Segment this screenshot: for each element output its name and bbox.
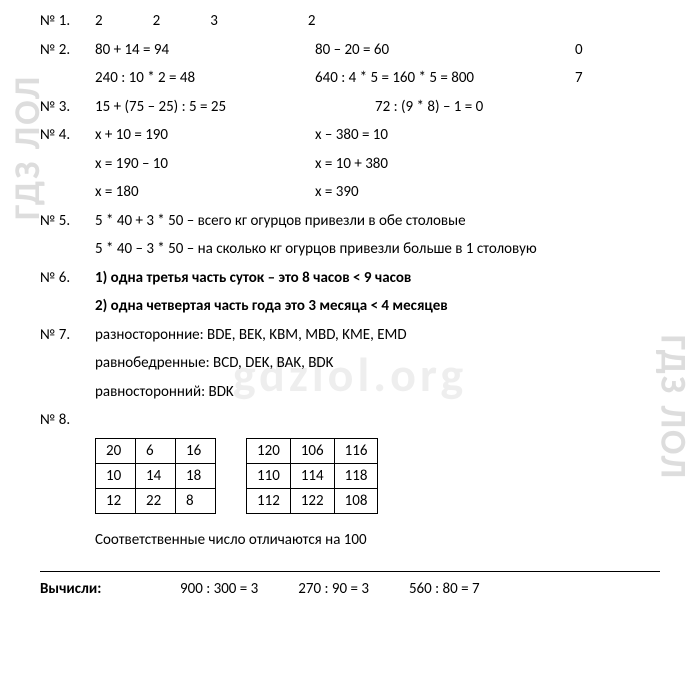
label-1: № 1. [40,10,95,33]
t1-c: 8 [176,488,216,513]
t2-c: 112 [247,488,291,513]
footer-v1: 900 : 300 = 3 [180,580,258,598]
problem-1: № 1. 2 2 3 2 [40,10,660,33]
n6-line2: 2) одна четвертая часть года это 3 месяц… [95,295,448,318]
footer-label: Вычисли: [40,580,140,598]
t1-c: 18 [176,463,216,488]
n7-l2a: равнобедренные: [95,354,213,372]
problem-6-r2: 2) одна четвертая часть года это 3 месяц… [40,295,660,318]
tables-container: 20616 101418 12228 120106116 110114118 1… [95,438,660,514]
t2-c: 108 [334,488,378,513]
footer-v3: 560 : 80 = 7 [409,580,480,598]
n6-line1: 1) одна третья часть суток – это 8 часов… [95,267,411,290]
t1-c: 20 [96,438,136,463]
problem-2-r2: 240 : 10 * 2 = 48 640 : 4 * 5 = 160 * 5 … [40,67,660,90]
t2-c: 116 [334,438,378,463]
t2-c: 106 [290,438,334,463]
n3-c1: 15 + (75 – 25) : 5 = 25 [95,96,375,119]
problem-4-r3: x = 180 x = 390 [40,181,660,204]
n2-r1c1: 80 + 14 = 94 [95,39,315,62]
t1-c: 10 [96,463,136,488]
n4-r2c2: x = 10 + 380 [315,153,388,176]
n2-r2c3: 7 [575,67,635,90]
table-1: 20616 101418 12228 [95,438,216,514]
t1-c: 14 [136,463,176,488]
label-5: № 5. [40,210,95,233]
t2-c: 120 [247,438,291,463]
label-8: № 8. [40,409,95,432]
t1-c: 6 [136,438,176,463]
n7-l1a: разносторонние: [95,326,207,344]
n4-r2c1: x = 190 – 10 [95,153,315,176]
problem-7-r2: равнобедренные: BCD, DEK, BAK, BDK [40,352,660,375]
t1-c: 22 [136,488,176,513]
n5-line2: 5 * 40 – 3 * 50 – на сколько кг огурцов … [95,238,537,261]
n1-v2: 2 [153,10,161,33]
t2-c: 118 [334,463,378,488]
problem-2-r1: № 2. 80 + 14 = 94 80 – 20 = 60 0 [40,39,660,62]
n3-c2: 72 : (9 * 8) – 1 = 0 [375,96,483,119]
t1-c: 12 [96,488,136,513]
label-6: № 6. [40,267,95,290]
t2-c: 110 [247,463,291,488]
n7-l2b: BCD, DEK, BAK, BDK [213,354,333,372]
problem-3: № 3. 15 + (75 – 25) : 5 = 25 72 : (9 * 8… [40,96,660,119]
n1-v3: 3 [210,10,218,33]
footer: Вычисли: 900 : 300 = 3 270 : 90 = 3 560 … [40,571,660,598]
problem-4-r1: № 4. x + 10 = 190 x – 380 = 10 [40,124,660,147]
footer-v2: 270 : 90 = 3 [298,580,369,598]
problem-8-label: № 8. [40,409,660,432]
n4-r3c1: x = 180 [95,181,315,204]
label-4: № 4. [40,124,95,147]
label-7: № 7. [40,324,95,347]
problem-7-r1: № 7. разносторонние: BDE, BEK, KBM, MBD,… [40,324,660,347]
t2-c: 114 [290,463,334,488]
n2-r1c2: 80 – 20 = 60 [315,39,575,62]
label-2: № 2. [40,39,95,62]
n7-l1b: BDE, BEK, KBM, MBD, KME, EMD [207,326,407,344]
n4-r3c2: x = 390 [315,181,359,204]
n1-v1: 2 [95,10,103,33]
n7-l3b: BDK [209,383,234,401]
solutions-content: № 1. 2 2 3 2 № 2. 80 + 14 = 94 80 – 20 =… [40,10,660,598]
n8-note: Соответственные число отличаются на 100 [95,529,660,552]
table-2: 120106116 110114118 112122108 [246,438,378,514]
n5-line1: 5 * 40 + 3 * 50 – всего кг огурцов приве… [95,210,466,233]
t1-c: 16 [176,438,216,463]
n1-v4: 2 [308,10,316,33]
n7-l3a: равносторонний: [95,383,209,401]
n2-r1c3: 0 [575,39,635,62]
label-3: № 3. [40,96,95,119]
problem-6-r1: № 6. 1) одна третья часть суток – это 8 … [40,267,660,290]
problem-5-r2: 5 * 40 – 3 * 50 – на сколько кг огурцов … [40,238,660,261]
problem-5-r1: № 5. 5 * 40 + 3 * 50 – всего кг огурцов … [40,210,660,233]
n4-r1c2: x – 380 = 10 [315,124,388,147]
n2-r2c2: 640 : 4 * 5 = 160 * 5 = 800 [315,67,575,90]
n2-r2c1: 240 : 10 * 2 = 48 [95,67,315,90]
n4-r1c1: x + 10 = 190 [95,124,315,147]
problem-4-r2: x = 190 – 10 x = 10 + 380 [40,153,660,176]
problem-7-r3: равносторонний: BDK [40,381,660,404]
t2-c: 122 [290,488,334,513]
